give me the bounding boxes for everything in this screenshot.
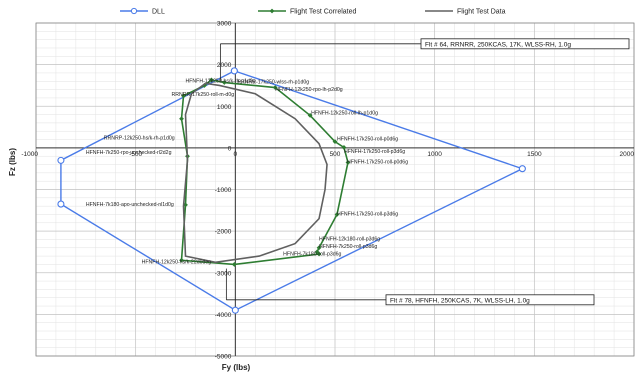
- legend-label-0: DLL: [152, 9, 165, 16]
- legend-label-2: Flight Test Data: [457, 9, 506, 16]
- data-point-dll: [518, 165, 526, 173]
- x-tick-label: -1000: [21, 151, 38, 158]
- plot-frame: [35, 22, 635, 357]
- data-point-dll: [230, 67, 238, 75]
- point-label: HFNFH-7k250-rpo-unchecked-rl2d2g: [86, 150, 172, 156]
- data-point-correlated: [231, 262, 237, 267]
- series-line-0: [60, 70, 525, 312]
- callout-box: [385, 294, 595, 306]
- data-point-correlated: [307, 113, 313, 118]
- point-label: RRNRR-17k250-wlss-rh-p1d0g: [237, 79, 309, 85]
- legend-marker-0: [130, 7, 138, 15]
- y-tick-label: -1000: [215, 187, 232, 194]
- data-point-correlated: [272, 85, 278, 90]
- legend-marker-1: [269, 8, 275, 14]
- x-tick-label: 500: [330, 151, 341, 158]
- point-label: HFNFH-12k250-hs/k-22d0deg: [142, 260, 212, 266]
- callout-box: [420, 38, 630, 50]
- data-point-correlated: [221, 80, 227, 85]
- x-axis-title: Fy (lbs): [222, 363, 251, 372]
- point-label: HFNFH-12k250-hs/k-rh-p1d0g: [186, 79, 256, 85]
- data-point-dll: [57, 156, 65, 164]
- point-label: HFNFH-7k250-roll-p3d6g: [319, 244, 377, 250]
- data-point-dll: [231, 306, 239, 314]
- data-point-correlated: [314, 249, 320, 255]
- y-tick-label: 2000: [217, 62, 232, 69]
- point-label: HFNFH-17k250-roll-p3d6g: [344, 149, 405, 155]
- y-tick-label: 3000: [217, 21, 232, 28]
- y-tick-label: -4000: [215, 312, 232, 319]
- legend-label-1: Flight Test Correlated: [290, 9, 357, 16]
- point-label: HFNFH-17k250-roll-p0d6g: [337, 136, 398, 142]
- x-tick-label: 1500: [527, 151, 542, 158]
- point-label: HFNFH-12k250-roll-lh-p1d0g: [311, 111, 378, 117]
- y-tick-label: -2000: [215, 229, 232, 236]
- y-axis-title: Fz (lbs): [8, 148, 17, 176]
- point-label: RRNRR-17k250-roll-m-d0g: [172, 92, 235, 98]
- point-label: HFNFH-12k180-roll-p3d6g: [319, 237, 380, 243]
- data-point-correlated: [332, 139, 338, 145]
- x-tick-label: 2000: [620, 151, 635, 158]
- data-point-correlated: [316, 245, 322, 251]
- data-point-correlated: [179, 257, 184, 263]
- data-point-correlated: [334, 212, 340, 217]
- callout-text: Flt # 78, HFNFH, 250KCAS, 7K, WLSS-LH, 1…: [390, 297, 530, 304]
- point-label: HFNFH-7k180-roll-p3d6g: [283, 251, 341, 257]
- x-tick-label: 0: [234, 151, 238, 158]
- data-point-correlated: [209, 77, 214, 83]
- x-tick-label: 1000: [427, 151, 442, 158]
- point-label: HFNFH-7k180-apo-unchecked-nl1d0g: [86, 202, 174, 208]
- point-label: HFNFH-17k250-roll-p3d6g: [337, 212, 398, 218]
- y-tick-label: -5000: [215, 354, 232, 361]
- point-label: RRNRP-12k250-hs/k-rh-p1d0g: [104, 136, 175, 142]
- data-point-correlated: [316, 251, 322, 257]
- data-point-correlated: [341, 145, 347, 150]
- data-point-correlated: [179, 116, 184, 122]
- x-tick-label: -500: [129, 151, 142, 158]
- data-point-dll: [57, 200, 65, 208]
- data-point-correlated: [181, 93, 186, 99]
- point-label: HFNFH-17k250-roll-p0d6g: [347, 160, 408, 166]
- plot-area: -1000 -500 0 500 1000 1500 2000-5000-4000-3000…: [21, 21, 635, 361]
- callout-text: Flt # 64, RRNRR, 250KCAS, 17K, WLSS-RH, …: [425, 41, 571, 48]
- y-tick-label: -3000: [215, 270, 232, 277]
- legend: DLL Flight Test Correlated Flight Test Dat…: [120, 7, 506, 16]
- y-tick-label: 1000: [217, 104, 232, 111]
- y-tick-label: 0: [228, 145, 232, 152]
- point-label: HFNFH-12k250-rpo-lh-p2d0g: [275, 87, 343, 93]
- data-point-correlated: [345, 160, 351, 165]
- series-line-2: [182, 82, 328, 264]
- axis-titles: Fy (lbs) Fz (lbs): [8, 148, 251, 372]
